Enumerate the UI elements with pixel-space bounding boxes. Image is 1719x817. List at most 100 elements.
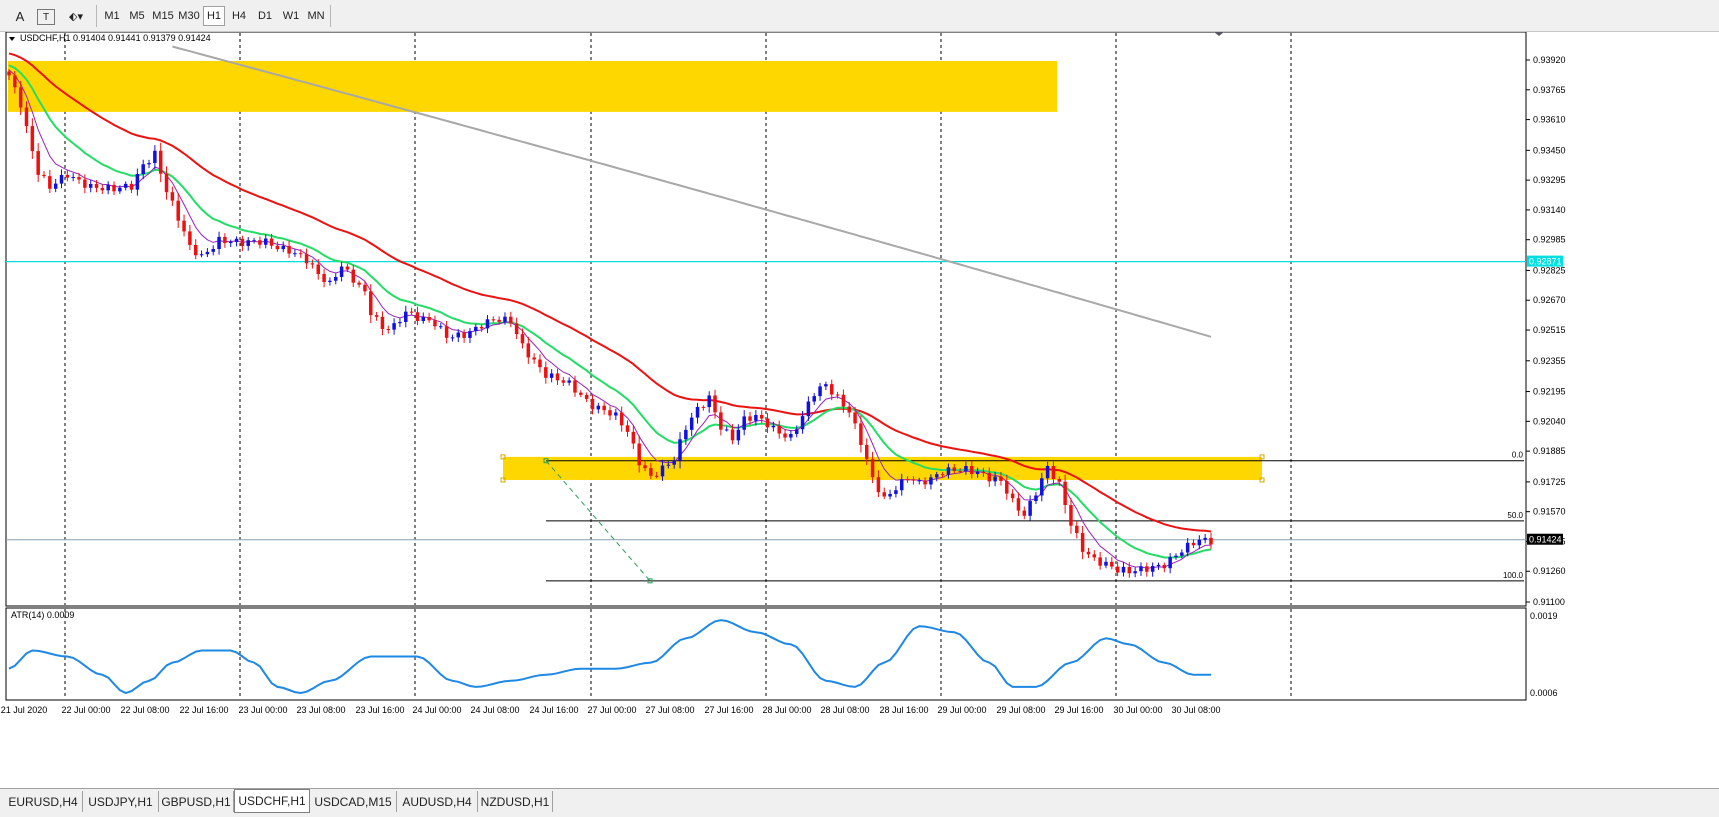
candle: [369, 284, 373, 324]
timeframe-d1-button[interactable]: D1: [257, 10, 273, 22]
candle: [170, 186, 175, 206]
candle: [503, 312, 507, 325]
symbol-tab[interactable]: USDCAD,M15: [310, 791, 397, 812]
candle-body: [1028, 501, 1032, 516]
timeframe-h1-button[interactable]: H1: [203, 6, 225, 26]
time-label: 28 Jul 08:00: [820, 705, 869, 715]
candle-body: [759, 414, 764, 419]
timeframe-w1-button[interactable]: W1: [282, 10, 300, 22]
candle: [211, 245, 215, 256]
candle-body: [713, 395, 717, 413]
candle-body: [316, 264, 321, 275]
candle-body: [689, 417, 694, 430]
candle-body: [742, 416, 746, 430]
candle-body: [509, 316, 513, 324]
candle-body: [1209, 537, 1213, 545]
fib-handle[interactable]: [647, 578, 653, 584]
resistance-zone[interactable]: [8, 60, 1057, 112]
candle-body: [1045, 465, 1050, 479]
candle-body: [30, 126, 35, 152]
chart-shift-marker-icon[interactable]: [1214, 32, 1224, 36]
candle-body: [304, 254, 309, 264]
candle: [392, 318, 396, 335]
candle: [975, 467, 980, 478]
symbol-tab[interactable]: EURUSD,H4: [4, 791, 83, 812]
zone-handle[interactable]: [1259, 477, 1265, 483]
timeframe-m1-button[interactable]: M1: [104, 10, 120, 22]
candle: [24, 101, 29, 134]
candle: [748, 411, 752, 425]
timeframe-h4-button[interactable]: H4: [231, 10, 247, 22]
candle: [374, 312, 379, 321]
candle: [1092, 550, 1097, 561]
candle: [672, 456, 676, 469]
symbol-tab[interactable]: USDJPY,H1: [83, 791, 159, 812]
candle-body: [1115, 566, 1120, 573]
candle-body: [176, 200, 180, 221]
price-tick-label: 0.93610: [1533, 115, 1566, 125]
candle-body: [246, 240, 250, 246]
candle-body: [1197, 539, 1202, 546]
candle: [660, 459, 665, 481]
price-chart[interactable]: 0.0 50.0 100.0 0.93920 0.93765 0.93610 0.9345…: [0, 31, 1719, 788]
zone-handle[interactable]: [1259, 454, 1265, 460]
zone-handle[interactable]: [500, 477, 506, 483]
candle: [987, 467, 992, 487]
candle-body: [468, 331, 472, 338]
fib-handle[interactable]: [543, 458, 549, 464]
timeframe-m30-button[interactable]: M30: [178, 10, 200, 22]
candle: [888, 489, 892, 500]
candle-body: [911, 479, 916, 481]
candle-body: [544, 367, 548, 378]
candle-body: [345, 266, 350, 270]
moving-average-mid: [8, 64, 1212, 559]
symbol-tab[interactable]: NZDUSD,H1: [478, 791, 553, 812]
symbol-tab[interactable]: GBPUSD,H1: [159, 791, 234, 812]
candle-body: [946, 467, 951, 475]
candle-body: [234, 238, 239, 242]
candle-body: [789, 434, 793, 438]
text-tool-icon[interactable]: A: [15, 8, 25, 24]
candle: [199, 250, 204, 258]
candle: [18, 81, 23, 116]
shapes-tool-icon[interactable]: ⬖▾: [69, 10, 83, 23]
candle-body: [538, 359, 542, 368]
symbol-tab[interactable]: AUDUSD,H4: [397, 791, 478, 812]
candle-body: [497, 319, 501, 322]
candle: [1191, 539, 1196, 549]
candle: [147, 159, 151, 169]
timeframe-m5-button[interactable]: M5: [129, 10, 145, 22]
candle: [812, 393, 816, 405]
chart-window[interactable]: 0.0 50.0 100.0 0.93920 0.93765 0.93610 0.9345…: [0, 31, 1719, 788]
timeframe-m15-button[interactable]: M15: [152, 10, 174, 22]
collapse-triangle-icon[interactable]: [9, 37, 15, 41]
symbol-tab[interactable]: USDCHF,H1: [234, 789, 310, 813]
candle-body: [730, 429, 735, 441]
candle-body: [1086, 551, 1091, 555]
candle-body: [1127, 566, 1132, 574]
candle: [398, 318, 402, 327]
candle: [1010, 489, 1015, 503]
candle: [1034, 491, 1038, 504]
chart-header: USDCHF,H1 0.91404 0.91441 0.91379 0.9142…: [20, 33, 211, 43]
time-label: 28 Jul 16:00: [879, 705, 928, 715]
candle-body: [1162, 564, 1167, 569]
candle: [444, 320, 449, 344]
moving-average-slow: [8, 52, 1212, 533]
candle-body: [83, 179, 87, 188]
zone-handle[interactable]: [500, 454, 506, 460]
candle-body: [800, 416, 805, 430]
candle: [637, 435, 641, 473]
candle-body: [859, 423, 863, 445]
timeframe-mn-button[interactable]: MN: [307, 10, 325, 22]
chart-toolbar: A T ⬖▾ M1 M5 M15 M30 H1 H4 D1 W1 MN: [0, 0, 1719, 32]
candle-body: [625, 425, 630, 432]
candle-body: [433, 320, 437, 327]
candle-body: [1191, 542, 1196, 546]
candle-body: [899, 479, 904, 491]
candle-body: [462, 332, 466, 338]
candle-body: [199, 254, 204, 256]
atr-tick-low: 0.0006: [1530, 688, 1558, 698]
candle: [1063, 474, 1067, 514]
text-label-tool-icon[interactable]: T: [37, 9, 55, 25]
